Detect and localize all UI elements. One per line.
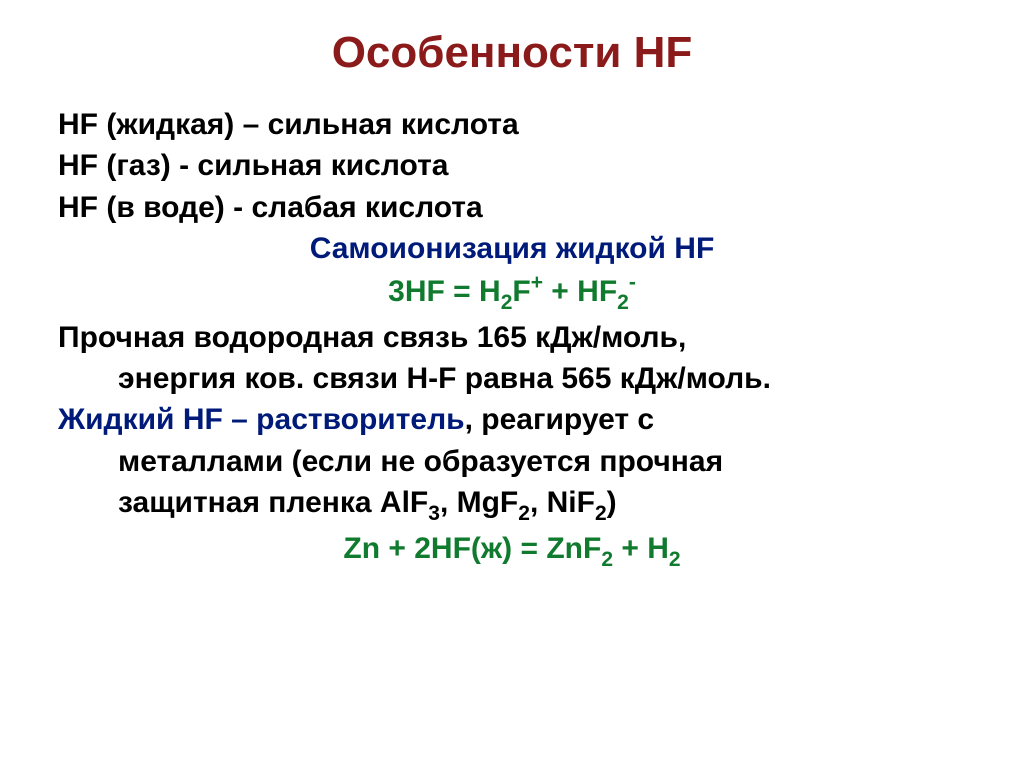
eq2-part-a: Zn + 2HF(ж) = ZnF — [343, 532, 601, 565]
film-sub-2: 2 — [518, 502, 530, 525]
slide: Особенности HF HF (жидкая) – сильная кис… — [0, 0, 1024, 768]
line-hf-water: HF (в воде) - слабая кислота — [58, 187, 966, 228]
solvent-rest: , реагирует с — [465, 403, 655, 436]
equation-autoionization: 3HF = H2F+ + HF2- — [58, 270, 966, 317]
line-autoionization-heading: Самоионизация жидкой HF — [58, 228, 966, 269]
eq1-sup-1: + — [531, 271, 543, 294]
film-mid-2: , NiF — [530, 486, 595, 519]
film-pre: защитная пленка AlF — [118, 486, 428, 519]
eq1-part-a: 3HF = H — [388, 275, 501, 308]
eq2-sub-1: 2 — [601, 548, 613, 571]
eq1-sup-2: - — [629, 271, 636, 294]
eq1-sub-1: 2 — [501, 291, 513, 314]
line-bond-energy-2: энергия ков. связи H-F равна 565 кДж/мол… — [58, 358, 966, 399]
solvent-highlight: Жидкий HF – растворитель — [58, 403, 465, 436]
eq2-part-b: + H — [613, 532, 669, 565]
line-solvent: Жидкий HF – растворитель, реагирует с — [58, 399, 966, 440]
line-bond-energy-1: Прочная водородная связь 165 кДж/моль, — [58, 317, 966, 358]
eq1-part-c: + HF — [543, 275, 617, 308]
equation-zn-hf: Zn + 2HF(ж) = ZnF2 + H2 — [58, 528, 966, 574]
line-hf-liquid: HF (жидкая) – сильная кислота — [58, 104, 966, 145]
line-hf-gas: HF (газ) - сильная кислота — [58, 145, 966, 186]
film-sub-1: 3 — [428, 502, 440, 525]
film-mid-1: , MgF — [440, 486, 518, 519]
film-sub-3: 2 — [595, 502, 607, 525]
eq2-sub-2: 2 — [669, 548, 681, 571]
slide-title: Особенности HF — [58, 28, 966, 78]
eq1-sub-2: 2 — [617, 291, 629, 314]
line-metals-2: защитная пленка AlF3, MgF2, NiF2) — [58, 482, 966, 528]
autoionization-text: Самоионизация жидкой HF — [310, 232, 715, 265]
eq1-part-b: F — [512, 275, 530, 308]
line-metals-1: металлами (если не образуется прочная — [58, 441, 966, 482]
film-end: ) — [607, 486, 617, 519]
